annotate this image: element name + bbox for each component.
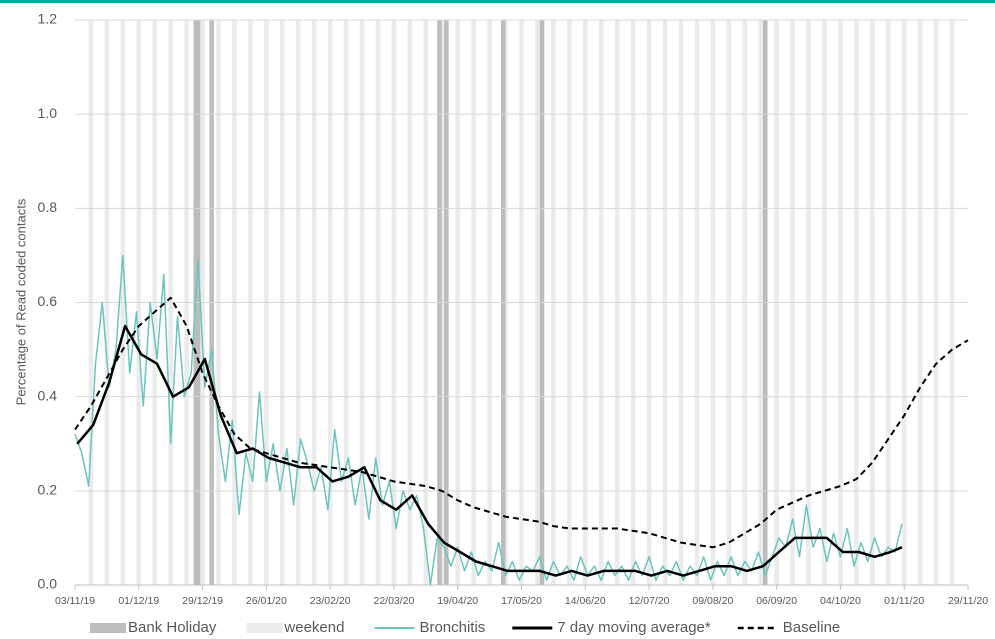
top-border [0,0,995,3]
x-tick-label: 17/05/20 [501,595,542,607]
x-tick-label: 19/04/20 [437,595,478,607]
legend-label: Bank Holiday [128,619,217,636]
legend-label: Baseline [783,619,841,636]
y-tick-label: 1.0 [38,105,58,121]
y-tick-label: 0.6 [38,293,58,309]
series-line [76,324,903,577]
y-tick-label: 1.2 [38,11,58,27]
x-tick-label: 06/09/20 [756,595,797,607]
x-tick-label: 14/06/20 [565,595,606,607]
x-tick-label: 29/12/19 [182,595,223,607]
x-tick-label: 01/11/20 [884,595,924,607]
y-tick-label: 0.0 [38,576,58,592]
x-tick-label: 01/12/19 [118,595,159,607]
x-tick-label: 09/08/20 [692,595,733,607]
legend-swatch [246,623,283,633]
y-tick-label: 0.4 [38,387,58,403]
y-tick-label: 0.2 [38,482,58,498]
legend-label: Bronchitis [419,619,485,636]
x-tick-label: 22/03/20 [373,595,414,607]
series-line [74,296,969,549]
x-tick-label: 12/07/20 [629,595,670,607]
y-tick-label: 0.8 [38,199,58,215]
x-tick-label: 23/02/20 [310,595,351,607]
legend-label: 7 day moving average* [557,619,711,636]
x-tick-label: 04/10/20 [820,595,861,607]
y-axis-label: Percentage of Read coded contacts [13,198,28,405]
x-tick-label: 03/11/19 [55,595,95,607]
x-tick-label: 29/11/20 [948,595,988,607]
x-tick-label: 26/01/20 [246,595,287,607]
legend-label: weekend [283,619,344,636]
legend-swatch [90,623,126,633]
